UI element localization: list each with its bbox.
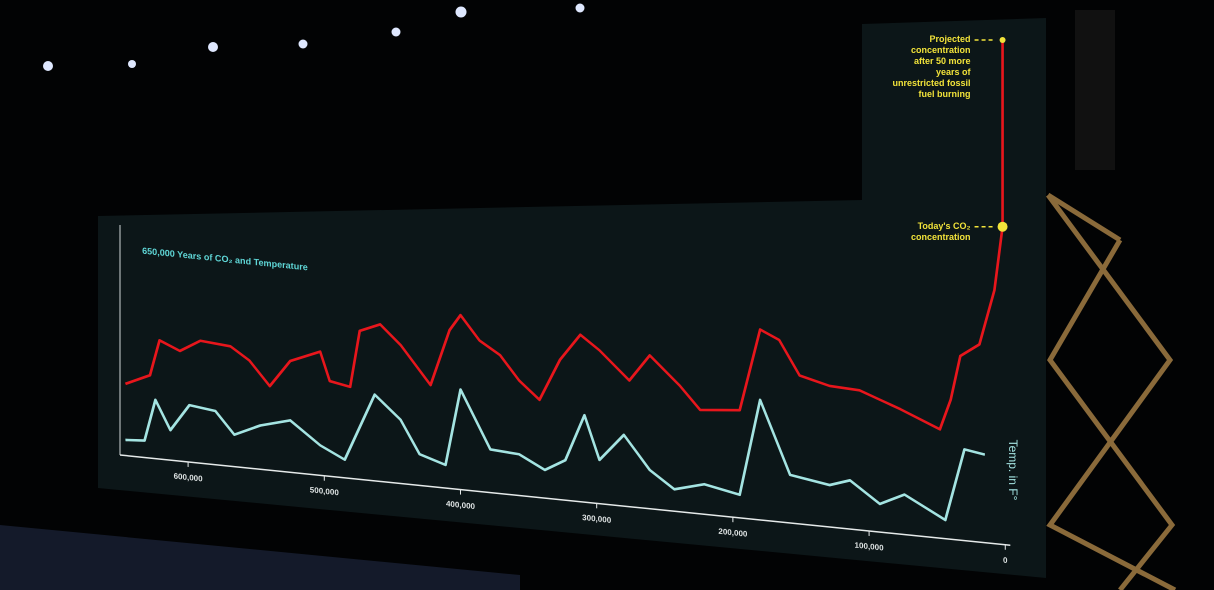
x-tick-label: 0 — [1003, 556, 1008, 565]
presenter — [1075, 10, 1115, 170]
screen — [98, 18, 1046, 578]
annotation-text: Projected concentration after 50 more ye… — [892, 33, 971, 99]
data-line — [125, 388, 986, 522]
x-axis — [120, 454, 1011, 547]
annotation-text: Today's CO₂ concentration — [911, 220, 971, 242]
annotation-marker — [997, 221, 1008, 232]
stage-floor — [0, 525, 520, 590]
data-line — [124, 226, 1004, 431]
y2-axis-label: Temp. in F° — [1006, 440, 1020, 501]
x-tick-label: 100,000 — [855, 541, 885, 553]
x-tick-label: 300,000 — [582, 513, 612, 525]
x-tick-label: 500,000 — [310, 485, 340, 497]
annotation-marker — [999, 36, 1006, 43]
scissor-lift — [1045, 192, 1177, 590]
x-tick-label: 600,000 — [174, 472, 204, 484]
x-tick-label: 200,000 — [718, 527, 748, 539]
stage-lights — [43, 3, 585, 71]
x-tick-label: 400,000 — [446, 499, 476, 511]
